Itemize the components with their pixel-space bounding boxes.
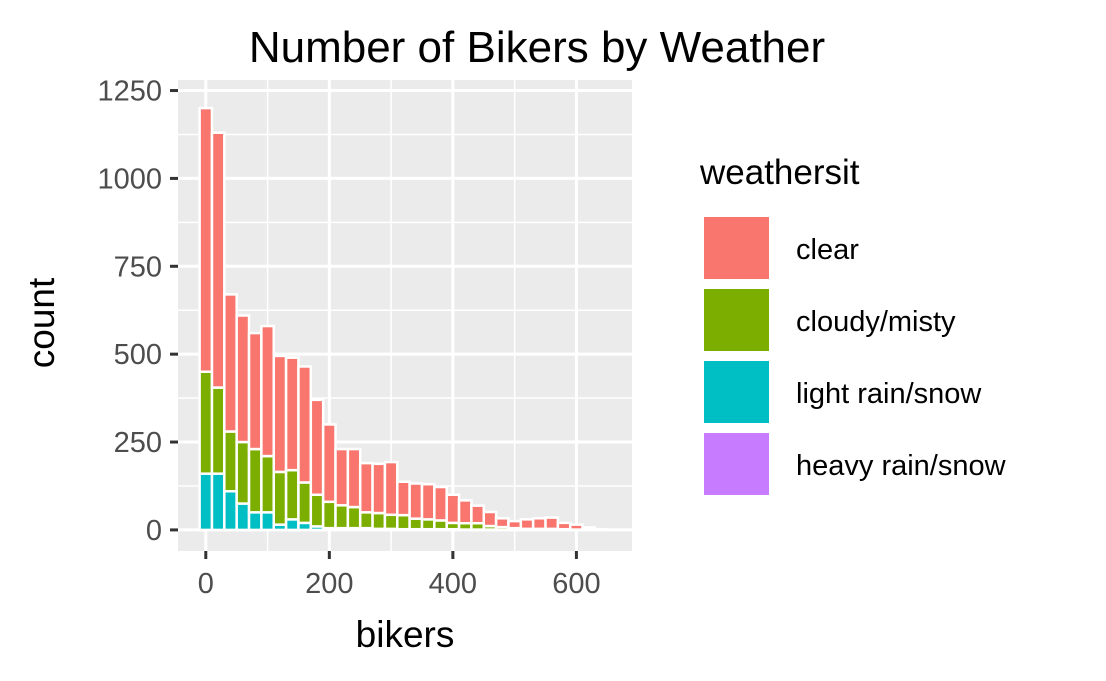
bar-clear xyxy=(494,517,510,529)
bar-clear xyxy=(284,356,300,472)
bar-clear xyxy=(210,131,226,389)
bar-cloudy-misty xyxy=(210,386,226,475)
y-tick-label: 1250 xyxy=(97,76,162,108)
bar-cloudy-misty xyxy=(396,513,411,531)
y-axis-title: count xyxy=(21,277,62,368)
bar-clear xyxy=(470,504,486,525)
bar-cloudy-misty xyxy=(235,440,251,505)
bar-clear xyxy=(198,106,214,373)
legend-key xyxy=(702,359,771,425)
bar-cloudy-misty xyxy=(420,518,436,531)
bar-clear xyxy=(371,462,387,515)
bar-clear xyxy=(358,461,374,514)
legend: weathersit clear cloudy/misty light rain/s… xyxy=(699,153,1007,497)
bar-clear xyxy=(531,517,547,531)
legend-key xyxy=(702,431,771,497)
bar-clear xyxy=(383,460,399,517)
bar-clear xyxy=(433,485,448,522)
bar-cloudy-misty xyxy=(284,468,300,521)
bar-clear xyxy=(235,314,251,444)
bar-cloudy-misty xyxy=(309,493,325,528)
y-tick-label: 0 xyxy=(146,515,162,547)
bar-clear xyxy=(593,527,609,532)
bar-cloudy-misty xyxy=(198,370,214,475)
x-tick-label: 0 xyxy=(198,568,214,600)
bar-cloudy-misty xyxy=(371,511,387,531)
bar-clear xyxy=(346,447,362,509)
y-tick-label: 1000 xyxy=(97,163,162,195)
bar-light-rain-snow xyxy=(210,472,226,532)
x-tick-label: 400 xyxy=(429,568,477,600)
bar-clear xyxy=(260,324,275,458)
bar-clear xyxy=(272,354,288,474)
bar-cloudy-misty xyxy=(346,505,362,530)
bar-light-rain-snow xyxy=(284,518,300,532)
bar-clear xyxy=(420,482,436,521)
bar-light-rain-snow xyxy=(235,502,251,532)
bar-clear xyxy=(396,480,411,517)
bar-cloudy-misty xyxy=(272,470,288,526)
legend-key xyxy=(702,215,771,281)
legend-label: heavy rain/snow xyxy=(796,450,1007,482)
bar-cloudy-misty xyxy=(358,511,374,530)
y-tick-label: 500 xyxy=(114,339,162,371)
x-axis-title: bikers xyxy=(356,614,455,655)
bar-clear xyxy=(223,293,238,433)
bar-cloudy-misty xyxy=(247,447,263,514)
bar-clear xyxy=(507,519,523,530)
bar-clear xyxy=(309,398,325,497)
bar-clear xyxy=(581,526,597,531)
axes: 0 200 400 600 0 250 500 750 1000 1250 xyxy=(97,76,600,600)
y-tick-label: 750 xyxy=(114,251,162,283)
bar-clear xyxy=(568,523,584,531)
legend-label: clear xyxy=(796,234,859,266)
bars xyxy=(198,106,609,532)
bar-clear xyxy=(556,521,572,531)
y-tick-label: 250 xyxy=(114,427,162,459)
bar-clear xyxy=(247,331,263,451)
bar-light-rain-snow xyxy=(223,489,238,532)
bar-clear xyxy=(408,482,424,520)
x-tick-label: 600 xyxy=(552,568,600,600)
bar-clear xyxy=(482,510,498,528)
legend-label: cloudy/misty xyxy=(796,306,956,338)
bar-cloudy-misty xyxy=(408,517,424,531)
bar-clear xyxy=(544,516,560,531)
bar-cloudy-misty xyxy=(297,481,313,525)
x-tick-label: 200 xyxy=(305,568,353,600)
bar-cloudy-misty xyxy=(223,430,238,493)
bar-light-rain-snow xyxy=(198,472,214,532)
legend-title: weathersit xyxy=(699,153,860,192)
bar-cloudy-misty xyxy=(321,500,337,530)
bar-cloudy-misty xyxy=(383,513,399,531)
bar-clear xyxy=(297,365,313,484)
bar-light-rain-snow xyxy=(260,511,275,532)
bar-light-rain-snow xyxy=(247,511,263,532)
bar-cloudy-misty xyxy=(260,454,275,514)
chart-title: Number of Bikers by Weather xyxy=(249,23,825,72)
bar-clear xyxy=(445,493,461,525)
bar-clear xyxy=(334,447,350,507)
bar-clear xyxy=(457,499,473,525)
bar-clear xyxy=(321,423,337,504)
legend-label: light rain/snow xyxy=(796,378,982,410)
legend-key xyxy=(702,287,771,353)
bar-cloudy-misty xyxy=(334,504,350,530)
bar-clear xyxy=(519,518,535,531)
bar-cloudy-misty xyxy=(433,519,448,531)
